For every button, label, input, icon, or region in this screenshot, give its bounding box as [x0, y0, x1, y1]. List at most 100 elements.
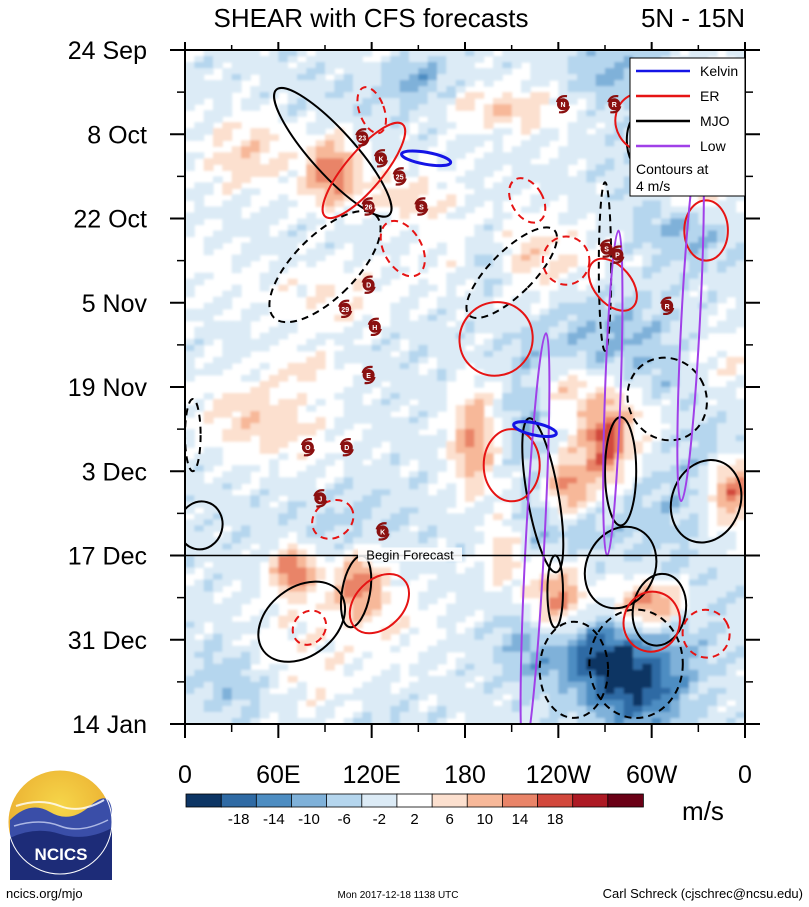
shear-cell [446, 603, 457, 611]
shear-cell [381, 405, 391, 412]
shear-cell [549, 188, 559, 195]
shear-cell [623, 621, 634, 629]
shear-cell [661, 290, 671, 298]
shear-cell [651, 531, 662, 538]
shear-cell [605, 362, 615, 370]
shear-cell [717, 260, 727, 268]
shear-cell [287, 633, 298, 641]
shear-cell [315, 459, 326, 466]
shear-cell [717, 218, 727, 226]
shear-cell [325, 501, 335, 508]
shear-cell [698, 663, 709, 671]
shear-cell [409, 290, 419, 298]
shear-cell [381, 675, 391, 683]
shear-cell [315, 399, 326, 406]
shear-cell [521, 639, 531, 647]
shear-cell [586, 62, 597, 69]
shear-cell [278, 705, 289, 713]
shear-cell [717, 320, 727, 328]
shear-cell [455, 429, 466, 436]
shear-cell [614, 525, 625, 532]
shear-cell [371, 459, 382, 466]
shear-cell [465, 399, 475, 406]
shear-cell [418, 122, 429, 129]
shear-cell [371, 68, 382, 75]
shear-cell [614, 699, 625, 707]
shear-cell [474, 669, 485, 677]
shear-cell [446, 441, 457, 448]
shear-cell [465, 236, 475, 244]
shear-cell [334, 236, 345, 244]
shear-cell [493, 561, 503, 569]
shear-cell [446, 68, 457, 75]
shear-cell [735, 296, 745, 304]
shear-cell [203, 242, 214, 250]
shear-cell [297, 284, 307, 292]
shear-cell [465, 513, 475, 520]
storm-marker: O [300, 437, 315, 457]
shear-cell [567, 80, 578, 87]
shear-cell [558, 278, 569, 286]
shear-cell [717, 675, 727, 683]
shear-cell [502, 230, 513, 238]
shear-cell [297, 368, 307, 376]
shear-cell [726, 645, 737, 653]
shear-cell [670, 429, 681, 436]
shear-cell [595, 110, 606, 117]
shear-cell [278, 176, 289, 183]
shear-cell [437, 639, 447, 647]
shear-cell [455, 140, 466, 147]
shear-cell [521, 687, 531, 695]
shear-cell [595, 230, 606, 238]
shear-cell [362, 531, 373, 538]
shear-cell [642, 296, 653, 304]
shear-cell [726, 555, 737, 563]
er-contour [541, 235, 591, 286]
shear-cell [306, 128, 317, 135]
shear-cell [474, 248, 485, 256]
shear-cell [623, 681, 634, 689]
shear-cell [390, 242, 401, 250]
shear-cell [231, 170, 242, 177]
shear-cell [399, 423, 410, 430]
shear-cell [446, 615, 457, 623]
shear-cell [511, 326, 522, 334]
shear-cell [595, 718, 606, 724]
shear-cell [203, 272, 214, 280]
shear-cell [390, 272, 401, 280]
shear-cell [399, 441, 410, 448]
shear-cell [707, 591, 718, 599]
shear-cell [353, 188, 363, 195]
shear-cell [353, 375, 363, 382]
shear-cell [465, 537, 475, 544]
shear-cell [623, 206, 634, 214]
shear-cell [577, 718, 587, 724]
shear-cell [614, 56, 625, 63]
shear-cell [661, 465, 671, 472]
shear-cell [614, 718, 625, 724]
shear-cell [315, 176, 326, 183]
shear-cell [661, 675, 671, 683]
shear-cell [203, 80, 214, 87]
shear-cell [539, 68, 550, 75]
shear-cell [287, 483, 298, 490]
shear-cell [595, 639, 606, 647]
shear-cell [511, 459, 522, 466]
shear-cell [353, 459, 363, 466]
shear-cell [381, 146, 391, 153]
shear-cell [306, 86, 317, 93]
shear-cell [605, 74, 615, 81]
shear-cell [651, 657, 662, 665]
shear-cell [735, 675, 745, 683]
shear-cell [530, 489, 541, 496]
shear-cell [661, 356, 671, 364]
shear-cell [577, 435, 587, 442]
shear-cell [418, 471, 429, 478]
shear-cell [465, 525, 475, 532]
shear-cell [222, 555, 233, 563]
shear-cell [222, 399, 233, 406]
shear-cell [297, 362, 307, 370]
shear-cell [241, 98, 251, 105]
shear-cell [483, 320, 494, 328]
shear-cell [306, 344, 317, 352]
